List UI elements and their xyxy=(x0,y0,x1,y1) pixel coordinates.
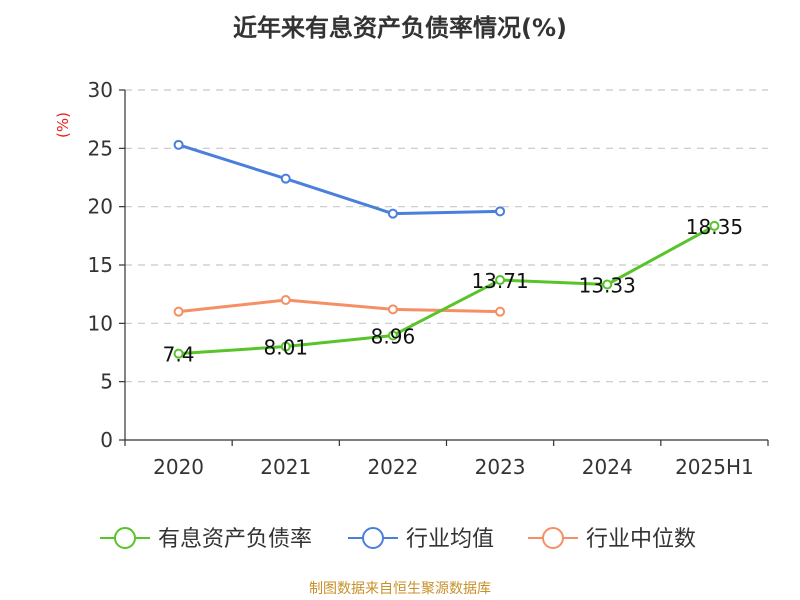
data-label: 8.01 xyxy=(263,336,308,360)
x-tick-label: 2021 xyxy=(260,455,311,479)
y-tick-label: 0 xyxy=(100,428,113,452)
data-point xyxy=(495,306,506,317)
data-label: 13.71 xyxy=(471,269,528,293)
grid-lines xyxy=(125,89,768,383)
data-point xyxy=(173,139,184,150)
data-label: 18.35 xyxy=(686,215,743,239)
data-labels: 7.4 8.01 8.96 13.71 13.33 18.35 xyxy=(163,215,743,367)
legend-swatch-marker xyxy=(362,527,384,549)
legend-label: 有息资产负债率 xyxy=(158,527,312,552)
legend-label: 行业中位数 xyxy=(586,527,696,552)
data-point xyxy=(387,304,398,315)
x-tick-label: 2020 xyxy=(153,455,204,479)
data-point xyxy=(387,330,398,341)
x-tick-label: 2024 xyxy=(582,455,633,479)
x-tick-label: 2025H1 xyxy=(675,455,754,479)
chart-title: 近年来有息资产负债率情况(%) xyxy=(233,14,567,42)
data-point xyxy=(173,348,184,359)
legend-swatch-marker xyxy=(542,527,564,549)
data-label: 8.96 xyxy=(371,324,416,348)
y-tick-label: 10 xyxy=(88,311,113,335)
y-tick-label: 20 xyxy=(88,195,113,219)
x-tick-label: 2023 xyxy=(475,455,526,479)
data-point xyxy=(709,220,720,231)
series-line xyxy=(178,143,501,216)
y-tick-label: 25 xyxy=(88,136,113,160)
data-point xyxy=(387,208,398,219)
series-line xyxy=(178,224,716,356)
data-point xyxy=(280,341,291,352)
x-tick-label: 2022 xyxy=(367,455,418,479)
y-tick-label: 30 xyxy=(88,78,113,102)
data-label: 7.4 xyxy=(163,343,195,367)
series-line xyxy=(178,298,501,314)
axes: 0 5 10 15 20 25 30 2020 2021 2022 2023 2024 2025H1 xyxy=(88,78,769,479)
data-point xyxy=(173,306,184,317)
legend-swatch-marker xyxy=(114,527,136,549)
y-tick-label: 15 xyxy=(88,253,113,277)
legend-label: 行业均值 xyxy=(406,527,494,552)
y-axis-label: (%) xyxy=(54,112,72,138)
series-layer xyxy=(173,139,720,359)
source-note: 制图数据来自恒生聚源数据库 xyxy=(309,581,491,597)
data-label: 13.33 xyxy=(579,273,636,297)
legend[interactable]: 有息资产负债率 行业均值 行业中位数 xyxy=(100,527,696,552)
data-point xyxy=(280,173,291,184)
y-tick-label: 5 xyxy=(100,370,113,394)
data-point xyxy=(495,275,506,286)
data-point xyxy=(495,206,506,217)
data-point xyxy=(280,295,291,305)
data-point xyxy=(602,279,613,290)
